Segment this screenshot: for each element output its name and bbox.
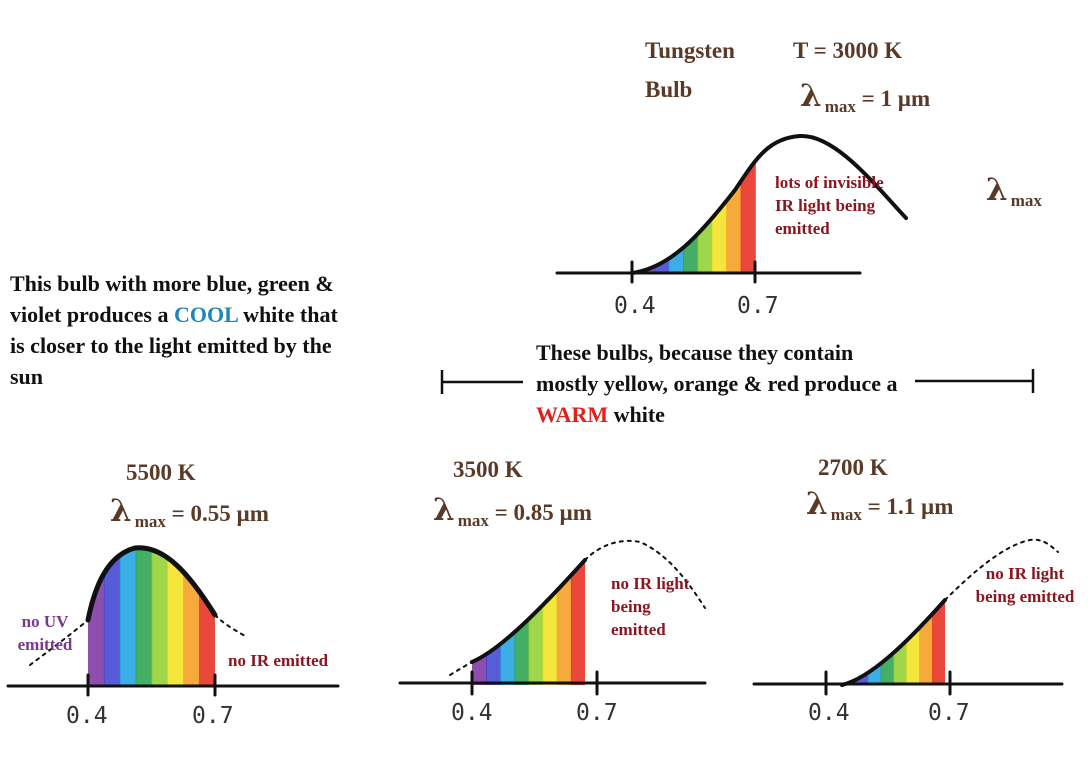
spectrum-band-6 bbox=[167, 547, 185, 685]
lambda-subscript: max bbox=[134, 512, 166, 531]
b3500-tick-label-0.7: 0.7 bbox=[576, 700, 618, 726]
b5500-tick-label-0.7: 0.7 bbox=[192, 703, 234, 729]
b5500-graph bbox=[6, 545, 340, 697]
b3500-tick-label-0.4: 0.4 bbox=[451, 700, 493, 726]
b2700-graph bbox=[752, 538, 1064, 696]
tungsten-curve bbox=[630, 133, 908, 275]
b3500-curve-left-dotted bbox=[449, 661, 473, 676]
tungsten-temperature: T = 3000 K bbox=[793, 38, 903, 63]
lambda-symbol: λ bbox=[433, 492, 455, 528]
b5500-curve-ir-dotted bbox=[214, 614, 246, 637]
b5500-visible-band bbox=[88, 547, 215, 685]
warm-word: WARM bbox=[536, 402, 609, 427]
spectrum-band-7 bbox=[183, 547, 200, 685]
spectrum-band-4 bbox=[135, 547, 153, 685]
tungsten-tick-label-0.4: 0.4 bbox=[614, 293, 656, 319]
tungsten-title-line1: Tungsten bbox=[645, 38, 735, 63]
b2700-temperature: 2700 K bbox=[818, 455, 888, 480]
b5500-uv-note: no UV emitted bbox=[17, 612, 73, 654]
spectrum-band-8 bbox=[199, 547, 215, 685]
b5500-curve-uv-dotted bbox=[29, 619, 89, 666]
warm-bracket bbox=[440, 369, 1035, 394]
spectrum-band-7 bbox=[556, 560, 572, 685]
lambda-symbol: λ bbox=[806, 486, 828, 522]
warm-white-caption: These bulbs, because they contain mostly… bbox=[536, 337, 911, 430]
lambda-symbol: λ bbox=[110, 493, 132, 529]
spectrum-band-2 bbox=[103, 547, 121, 685]
b3500-curve bbox=[470, 558, 587, 664]
tungsten-title-line2: Bulb bbox=[645, 77, 693, 102]
lambda-symbol: λ bbox=[986, 172, 1008, 208]
lambda-subscript: max bbox=[1010, 191, 1042, 210]
spectrum-band-1 bbox=[88, 547, 105, 685]
spectrum-band-2 bbox=[486, 560, 502, 685]
b3500-lambda-value: = 0.85 µm bbox=[494, 500, 592, 525]
spectrum-band-8 bbox=[932, 600, 945, 685]
tungsten-graph bbox=[555, 133, 908, 284]
spectrum-band-1 bbox=[472, 560, 487, 685]
lambda-subscript: max bbox=[457, 511, 489, 530]
cool-caption-post: white that is closer to the light emitte… bbox=[10, 302, 338, 389]
lambda-subscript: max bbox=[830, 505, 862, 524]
b2700-tick-label-0.7: 0.7 bbox=[928, 700, 970, 726]
b2700-lambda-value: = 1.1 µm bbox=[867, 494, 954, 519]
spectrum-band-8 bbox=[570, 560, 585, 685]
b3500-curve-ir-dotted bbox=[584, 540, 706, 609]
cool-caption-pre: This bulb with more blue, green & violet… bbox=[10, 271, 334, 327]
spectrum-band-3 bbox=[119, 547, 137, 685]
b5500-lambda-max: λ max = 0.55 µm bbox=[110, 493, 269, 531]
b3500-graph bbox=[398, 540, 707, 696]
b2700-tick-label-0.4: 0.4 bbox=[808, 700, 850, 726]
lambda-subscript: max bbox=[824, 97, 856, 116]
b5500-tick-label-0.4: 0.4 bbox=[66, 703, 108, 729]
b3500-ir-note: no IR light being emitted bbox=[611, 574, 690, 639]
tungsten-ir-note: lots of invisible IR light being emitted bbox=[775, 173, 884, 238]
cool-white-caption: This bulb with more blue, green & violet… bbox=[10, 268, 340, 392]
b2700-curve bbox=[840, 598, 947, 687]
tungsten-lambda-value: = 1 µm bbox=[861, 86, 931, 111]
b5500-temperature: 5500 K bbox=[126, 460, 196, 485]
cool-word: COOL bbox=[173, 302, 238, 327]
tungsten-lambda-max: λ max = 1 µm bbox=[800, 78, 931, 116]
warm-caption-pre: These bulbs, because they contain mostly… bbox=[536, 340, 898, 396]
b2700-ir-note: no IR light being emitted bbox=[975, 564, 1075, 606]
warm-caption-post: white bbox=[608, 402, 665, 427]
tungsten-tick-label-0.7: 0.7 bbox=[737, 293, 779, 319]
b3500-lambda-max: λ max = 0.85 µm bbox=[433, 492, 592, 530]
b3500-temperature: 3500 K bbox=[453, 457, 523, 482]
b5500-lambda-value: = 0.55 µm bbox=[171, 501, 269, 526]
b5500-curve bbox=[85, 545, 218, 623]
b2700-lambda-max: λ max = 1.1 µm bbox=[806, 486, 954, 524]
side-lambda-max: λ max bbox=[986, 172, 1042, 210]
b5500-ir-note: no IR emitted bbox=[228, 651, 329, 670]
spectrum-band-3 bbox=[500, 560, 516, 685]
b2700-curve-ir-dotted bbox=[944, 538, 1059, 601]
spectrum-band-5 bbox=[151, 547, 169, 685]
lambda-symbol: λ bbox=[800, 78, 822, 114]
